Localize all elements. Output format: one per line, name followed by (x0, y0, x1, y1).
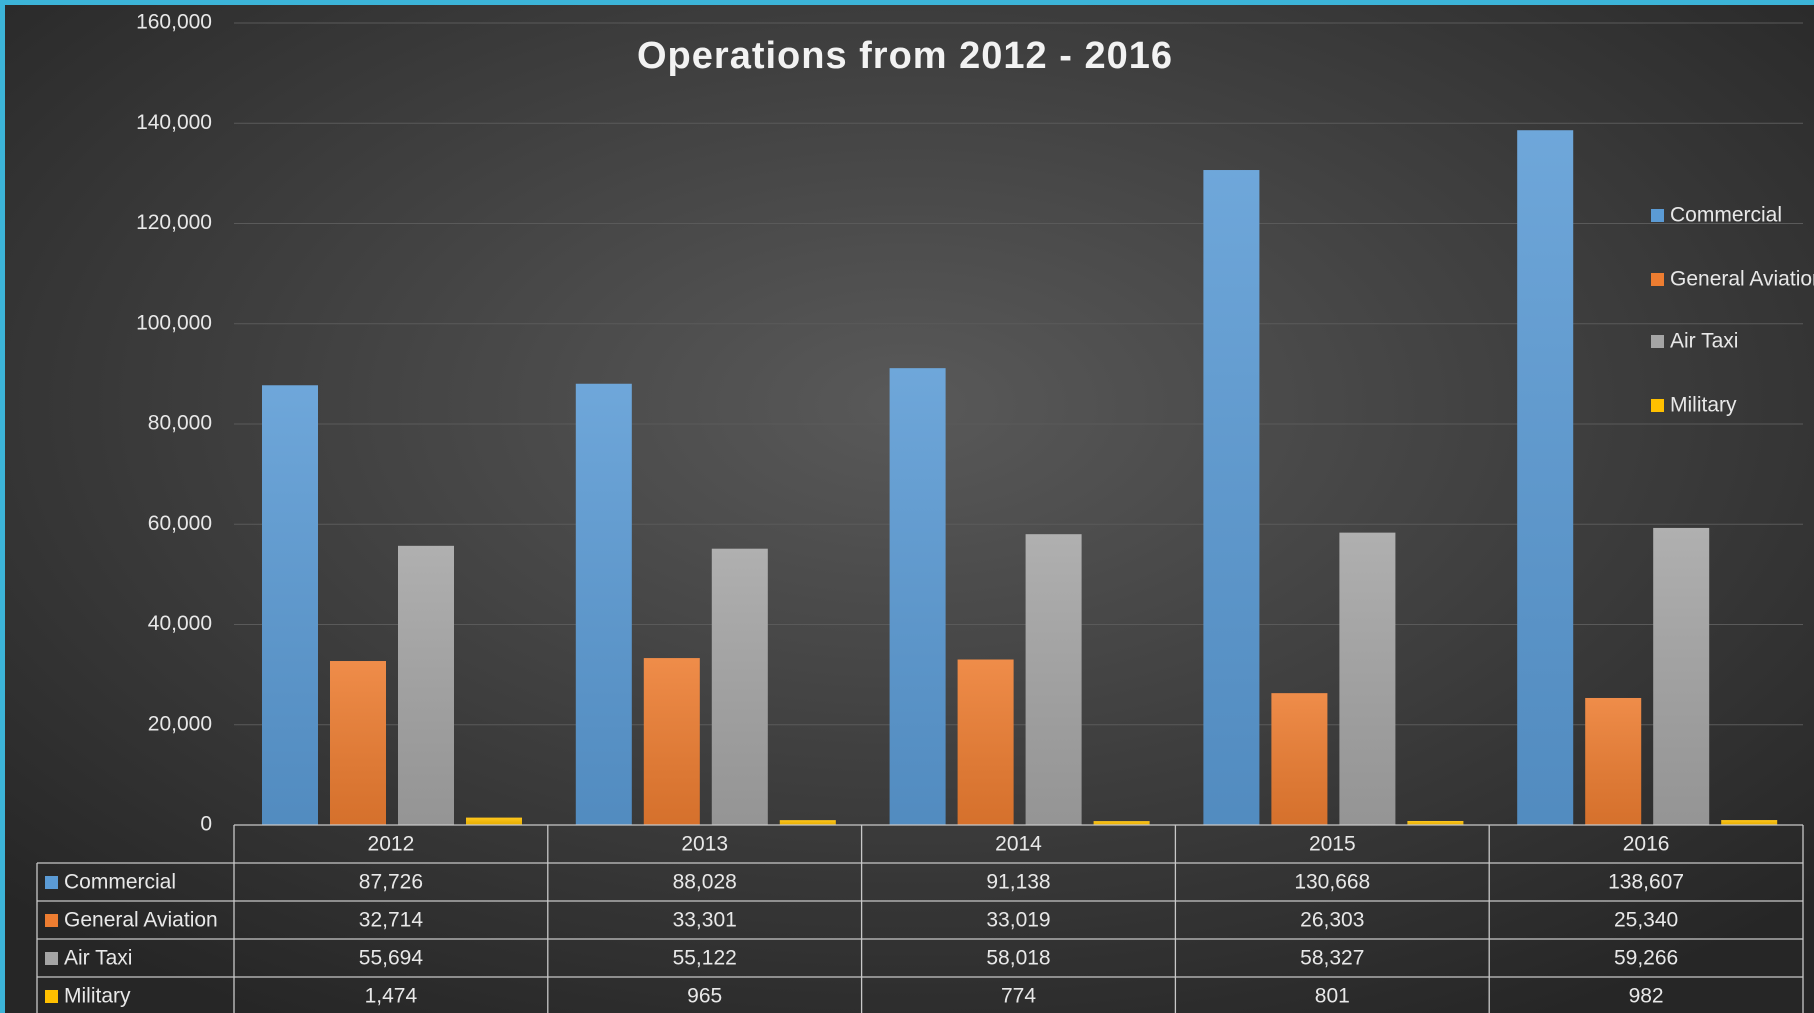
y-tick-label: 140,000 (136, 111, 212, 134)
y-tick-label: 120,000 (136, 211, 212, 234)
bar-shade (1093, 821, 1150, 825)
table-key (45, 990, 58, 1003)
table-cell: 58,018 (986, 947, 1050, 970)
bar-shade (1407, 820, 1464, 825)
x-tick-label: 2012 (368, 833, 415, 856)
table-key (45, 952, 58, 965)
table-cell: 26,303 (1300, 909, 1364, 932)
table-cell: 130,668 (1294, 871, 1370, 894)
table-cell: 982 (1629, 985, 1664, 1008)
bar-shade (398, 545, 454, 825)
bar-shade (1585, 697, 1642, 825)
x-tick-label: 2014 (995, 833, 1042, 856)
bar-shade (466, 817, 522, 825)
legend-label: Air Taxi (1670, 330, 1738, 353)
x-tick-label: 2013 (681, 833, 728, 856)
bar-shade (1653, 527, 1710, 825)
table-row-label: Military (64, 985, 131, 1008)
y-tick-label: 20,000 (148, 712, 212, 735)
table-key (45, 876, 58, 889)
table-cell: 774 (1001, 985, 1036, 1008)
bar-shade (1721, 820, 1778, 825)
table-cell: 25,340 (1614, 909, 1678, 932)
bar-shade (1203, 170, 1260, 825)
table-cell: 32,714 (359, 909, 424, 932)
table-cell: 59,266 (1614, 947, 1678, 970)
legend-key (1651, 399, 1664, 412)
bar-shade (1339, 532, 1396, 825)
top-border (0, 0, 1814, 5)
y-tick-label: 40,000 (148, 612, 212, 635)
legend-key (1651, 335, 1664, 348)
table-key (45, 914, 58, 927)
legend-label: General Aviation (1670, 268, 1814, 291)
table-cell: 33,301 (673, 909, 737, 932)
table-row-label: Commercial (64, 871, 176, 894)
bar-shade (711, 548, 768, 825)
table-cell: 33,019 (986, 909, 1050, 932)
y-tick-label: 100,000 (136, 311, 212, 334)
bar-shade (889, 368, 946, 825)
x-tick-label: 2016 (1623, 833, 1670, 856)
table-cell: 801 (1315, 985, 1350, 1008)
bar-shade (1025, 534, 1082, 825)
table-cell: 55,694 (359, 947, 424, 970)
legend-label: Commercial (1670, 204, 1782, 227)
legend-key (1651, 209, 1664, 222)
y-tick-label: 0 (200, 813, 212, 836)
bar-shade (643, 658, 700, 825)
table-cell: 138,607 (1608, 871, 1684, 894)
table-cell: 88,028 (673, 871, 737, 894)
bar-shade (957, 659, 1014, 825)
bar-shade (1517, 130, 1574, 825)
table-cell: 58,327 (1300, 947, 1364, 970)
bar-shade (779, 820, 836, 825)
y-tick-label: 60,000 (148, 512, 212, 535)
legend-key (1651, 273, 1664, 286)
bar-shade (262, 385, 318, 825)
x-tick-label: 2015 (1309, 833, 1356, 856)
left-border (0, 0, 5, 1013)
bar-shade (575, 383, 632, 825)
table-row-label: Air Taxi (64, 947, 132, 970)
table-cell: 965 (687, 985, 722, 1008)
table-cell: 55,122 (673, 947, 737, 970)
table-cell: 91,138 (986, 871, 1050, 894)
y-tick-label: 160,000 (136, 11, 212, 34)
bar-shade (330, 661, 386, 825)
table-cell: 1,474 (365, 985, 418, 1008)
table-cell: 87,726 (359, 871, 423, 894)
y-tick-label: 80,000 (148, 412, 212, 435)
legend-label: Military (1670, 394, 1737, 417)
table-row-label: General Aviation (64, 909, 218, 932)
bar-shade (1271, 693, 1328, 825)
chart-title: Operations from 2012 - 2016 (637, 35, 1173, 77)
